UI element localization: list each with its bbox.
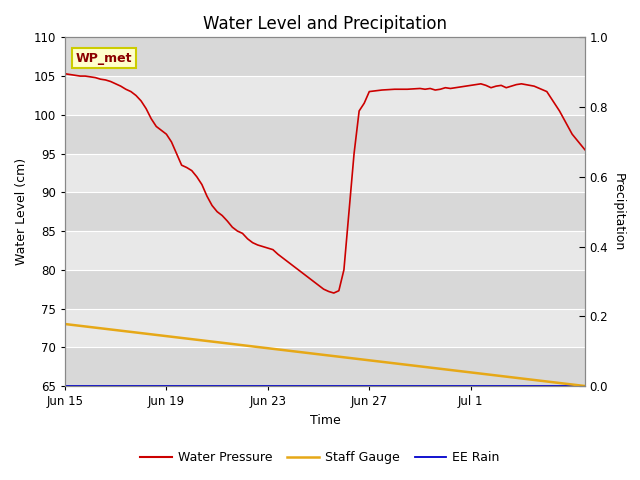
Water Pressure [198, 181, 205, 187]
Water Pressure [122, 86, 130, 92]
Title: Water Level and Precipitation: Water Level and Precipitation [203, 15, 447, 33]
Legend: Water Pressure, Staff Gauge, EE Rain: Water Pressure, Staff Gauge, EE Rain [136, 446, 504, 469]
Water Pressure [472, 82, 479, 87]
Bar [65, 154, 585, 192]
Text: WP_met: WP_met [76, 52, 132, 65]
Y-axis label: Water Level (cm): Water Level (cm) [15, 158, 28, 265]
Bar [65, 270, 585, 309]
Bar [65, 76, 585, 115]
Bar [65, 37, 585, 76]
Water Pressure [581, 147, 589, 153]
X-axis label: Time: Time [310, 414, 340, 427]
Water Pressure [543, 89, 550, 95]
Water Pressure [403, 86, 411, 92]
Water Pressure [330, 290, 338, 296]
Y-axis label: Precipitation: Precipitation [612, 172, 625, 251]
Bar [65, 347, 585, 386]
Line: Water Pressure: Water Pressure [65, 74, 585, 293]
Bar [65, 192, 585, 231]
Bar [65, 309, 585, 347]
Water Pressure [482, 83, 490, 88]
Water Pressure [61, 71, 68, 77]
Bar [65, 231, 585, 270]
Bar [65, 115, 585, 154]
